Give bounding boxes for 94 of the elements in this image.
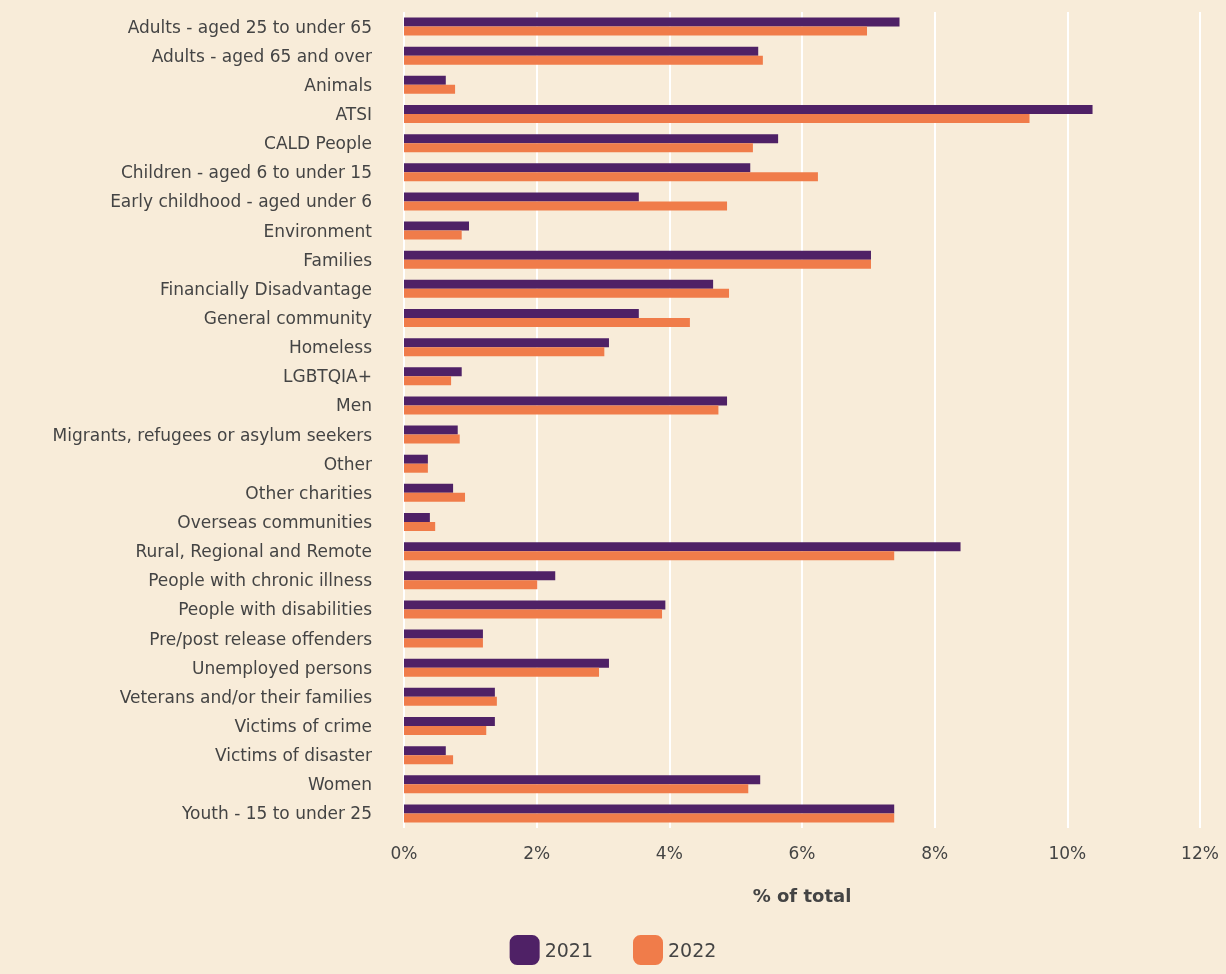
y-tick-label: People with disabilities: [178, 599, 373, 620]
bar: [404, 201, 728, 211]
y-tick-label: CALD People: [264, 133, 372, 154]
y-tick-label: Financially Disadvantage: [159, 278, 372, 299]
bar: [404, 172, 818, 182]
x-tick-label: 2%: [523, 842, 551, 863]
x-axis-title: % of total: [752, 884, 852, 906]
y-tick-label: Overseas communities: [177, 512, 373, 532]
bar: [404, 492, 466, 502]
bar: [404, 55, 763, 65]
y-tick-label: Animals: [304, 74, 373, 95]
bar: [404, 367, 462, 377]
y-tick-label: Migrants, refugees or asylum seekers: [52, 424, 373, 445]
y-tick-label: Adults - aged 25 to under 65: [127, 16, 372, 37]
y-tick-label: Rural, Regional and Remote: [135, 541, 372, 562]
bar: [404, 463, 428, 473]
bar: [404, 221, 470, 231]
bar: [404, 434, 460, 444]
bar: [404, 17, 900, 27]
bar: [404, 405, 719, 415]
bar: [404, 717, 495, 726]
bar: [404, 84, 456, 94]
y-tick-label: Victims of crime: [234, 716, 372, 736]
y-tick-label: Families: [303, 249, 373, 270]
bar: [404, 638, 483, 648]
bar: [404, 513, 430, 522]
bar: [404, 755, 454, 765]
x-tick-label: 12%: [1181, 842, 1219, 863]
bar: [404, 629, 483, 639]
y-tick-label: Men: [336, 395, 372, 416]
x-tick-label: 10%: [1048, 842, 1087, 863]
bar: [404, 114, 1030, 123]
bar: [404, 230, 462, 240]
x-tick-label: 0%: [390, 842, 418, 863]
bar: [404, 658, 609, 668]
bar: [404, 134, 779, 144]
y-tick-label: Environment: [263, 220, 373, 241]
bar: [404, 571, 556, 581]
legend-label: 2021: [544, 939, 594, 961]
bar: [404, 813, 895, 823]
y-tick-label: Youth - 15 to under 25: [180, 803, 372, 824]
bar: [404, 279, 714, 289]
bar: [404, 163, 751, 173]
bar: [404, 804, 895, 814]
bar: [404, 288, 730, 298]
legend-label: 2022: [668, 939, 717, 961]
bar: [404, 542, 961, 552]
y-tick-label: LGBTQIA+: [283, 366, 372, 387]
y-tick-label: Veterans and/or their families: [119, 686, 373, 707]
y-tick-label: Early childhood - aged under 6: [110, 191, 372, 212]
bar: [404, 775, 761, 785]
x-tick-label: 6%: [788, 842, 816, 863]
bar: [404, 425, 458, 435]
x-tick-label: 4%: [655, 842, 683, 863]
bar: [404, 259, 871, 269]
bar: [404, 250, 871, 260]
bar: [404, 143, 753, 153]
bar: [404, 600, 666, 610]
bar: [404, 318, 690, 327]
bar: [404, 687, 495, 697]
y-tick-label: Victims of disaster: [214, 745, 372, 766]
y-tick-label: Homeless: [288, 337, 373, 358]
bar: [404, 580, 538, 590]
bar: [404, 26, 868, 36]
y-tick-label: Pre/post release offenders: [149, 628, 373, 649]
bar: [404, 696, 497, 706]
bar: [404, 396, 728, 406]
y-tick-label: ATSI: [335, 104, 372, 124]
y-tick-label: People with chronic illness: [148, 570, 373, 591]
y-tick-label: Other: [323, 453, 372, 474]
bar: [404, 483, 454, 493]
bar: [404, 105, 1093, 114]
bar: [404, 338, 609, 348]
bar: [404, 75, 446, 85]
y-tick-label: General community: [203, 308, 372, 328]
bar: [404, 609, 663, 619]
bar: [404, 784, 749, 794]
y-tick-label: Women: [307, 774, 372, 795]
bar: [404, 746, 446, 756]
bar: [404, 726, 487, 735]
bar: [404, 667, 600, 677]
y-tick-label: Unemployed persons: [192, 657, 373, 678]
bar: [404, 454, 428, 464]
bar: [404, 309, 639, 318]
bar: [404, 522, 436, 531]
bar: [404, 192, 639, 202]
y-tick-label: Other charities: [245, 482, 373, 503]
bar: [404, 376, 452, 386]
bar: [404, 46, 759, 56]
bar: [404, 347, 605, 357]
y-tick-label: Children - aged 6 to under 15: [120, 162, 372, 183]
bar: [404, 551, 895, 561]
x-tick-label: 8%: [921, 842, 949, 863]
y-tick-label: Adults - aged 65 and over: [151, 45, 373, 66]
